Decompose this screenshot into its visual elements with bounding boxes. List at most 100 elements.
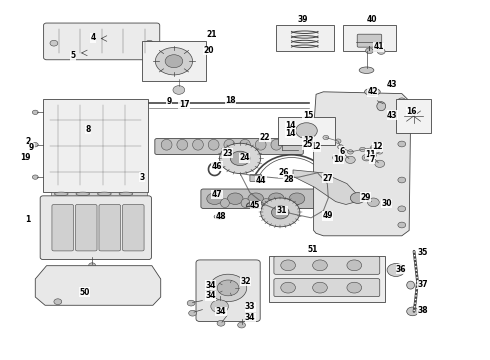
FancyBboxPatch shape (201, 189, 333, 208)
Text: 28: 28 (283, 175, 294, 184)
Circle shape (398, 177, 406, 183)
Ellipse shape (365, 88, 380, 95)
FancyBboxPatch shape (250, 175, 262, 181)
Text: 16: 16 (406, 107, 417, 116)
Circle shape (189, 310, 196, 316)
Circle shape (364, 156, 369, 160)
Text: 34: 34 (205, 281, 216, 289)
Text: 24: 24 (239, 153, 249, 162)
Polygon shape (314, 92, 411, 236)
Text: 39: 39 (297, 15, 308, 24)
Ellipse shape (282, 198, 291, 207)
Ellipse shape (119, 192, 133, 196)
Text: 15: 15 (303, 111, 313, 120)
Text: 50: 50 (79, 288, 90, 297)
Ellipse shape (214, 214, 225, 219)
Circle shape (362, 154, 371, 161)
Ellipse shape (359, 67, 374, 73)
Ellipse shape (377, 102, 386, 111)
Text: 34: 34 (216, 307, 226, 316)
FancyBboxPatch shape (155, 139, 303, 154)
Circle shape (387, 264, 405, 276)
Circle shape (211, 300, 228, 313)
Circle shape (370, 153, 376, 158)
Circle shape (313, 282, 327, 293)
Text: 21: 21 (206, 30, 217, 39)
Ellipse shape (407, 281, 415, 289)
Circle shape (261, 198, 300, 227)
Text: 20: 20 (203, 46, 214, 55)
Text: 17: 17 (179, 100, 190, 109)
Circle shape (271, 206, 289, 219)
FancyBboxPatch shape (99, 204, 121, 251)
FancyBboxPatch shape (75, 204, 97, 251)
FancyBboxPatch shape (274, 279, 380, 297)
Ellipse shape (54, 192, 68, 196)
Polygon shape (35, 266, 161, 305)
Text: 18: 18 (225, 96, 236, 105)
Circle shape (398, 222, 406, 228)
Circle shape (217, 320, 225, 326)
FancyBboxPatch shape (44, 23, 160, 60)
Text: 25: 25 (303, 140, 313, 149)
Text: 9: 9 (167, 97, 172, 106)
Text: 45: 45 (250, 202, 260, 210)
Circle shape (269, 193, 284, 204)
Circle shape (89, 263, 96, 268)
Bar (343, 25, 396, 51)
Circle shape (398, 206, 406, 212)
FancyBboxPatch shape (40, 196, 151, 260)
Text: 30: 30 (381, 199, 392, 208)
Text: 38: 38 (417, 306, 428, 315)
Circle shape (313, 260, 327, 271)
Circle shape (377, 150, 383, 154)
Text: 3: 3 (140, 173, 145, 181)
Text: 31: 31 (277, 206, 287, 215)
Ellipse shape (76, 192, 90, 196)
Ellipse shape (193, 139, 203, 150)
Text: 13: 13 (303, 136, 313, 145)
Circle shape (366, 48, 373, 54)
Circle shape (238, 322, 245, 328)
Text: 32: 32 (240, 277, 250, 286)
Circle shape (146, 40, 153, 46)
Text: 44: 44 (256, 176, 266, 185)
Ellipse shape (240, 139, 250, 150)
Circle shape (217, 280, 239, 296)
Circle shape (248, 193, 264, 204)
Text: 40: 40 (367, 15, 378, 24)
Circle shape (368, 198, 379, 207)
Circle shape (296, 123, 317, 139)
Text: 26: 26 (278, 168, 289, 177)
Bar (142, 41, 206, 81)
Bar (396, 99, 431, 133)
Polygon shape (293, 170, 358, 204)
Circle shape (289, 193, 305, 204)
Circle shape (398, 120, 406, 125)
Text: 36: 36 (396, 265, 406, 274)
Circle shape (281, 260, 295, 271)
FancyBboxPatch shape (122, 204, 144, 251)
Ellipse shape (224, 139, 235, 150)
Circle shape (347, 260, 362, 271)
Text: 51: 51 (307, 245, 318, 253)
Circle shape (281, 282, 295, 293)
Bar (276, 25, 334, 51)
Text: 43: 43 (387, 80, 397, 89)
Text: 29: 29 (360, 193, 370, 202)
Circle shape (345, 156, 355, 163)
Ellipse shape (271, 139, 282, 150)
Circle shape (407, 307, 418, 316)
Circle shape (338, 145, 343, 149)
Text: 47: 47 (212, 190, 222, 199)
Circle shape (370, 145, 376, 150)
Circle shape (220, 143, 261, 174)
Text: 19: 19 (20, 153, 30, 162)
Circle shape (50, 40, 58, 46)
Circle shape (347, 282, 362, 293)
Circle shape (32, 175, 38, 179)
Circle shape (375, 160, 385, 167)
FancyBboxPatch shape (274, 256, 380, 274)
Bar (278, 117, 335, 145)
Text: 49: 49 (322, 211, 333, 220)
